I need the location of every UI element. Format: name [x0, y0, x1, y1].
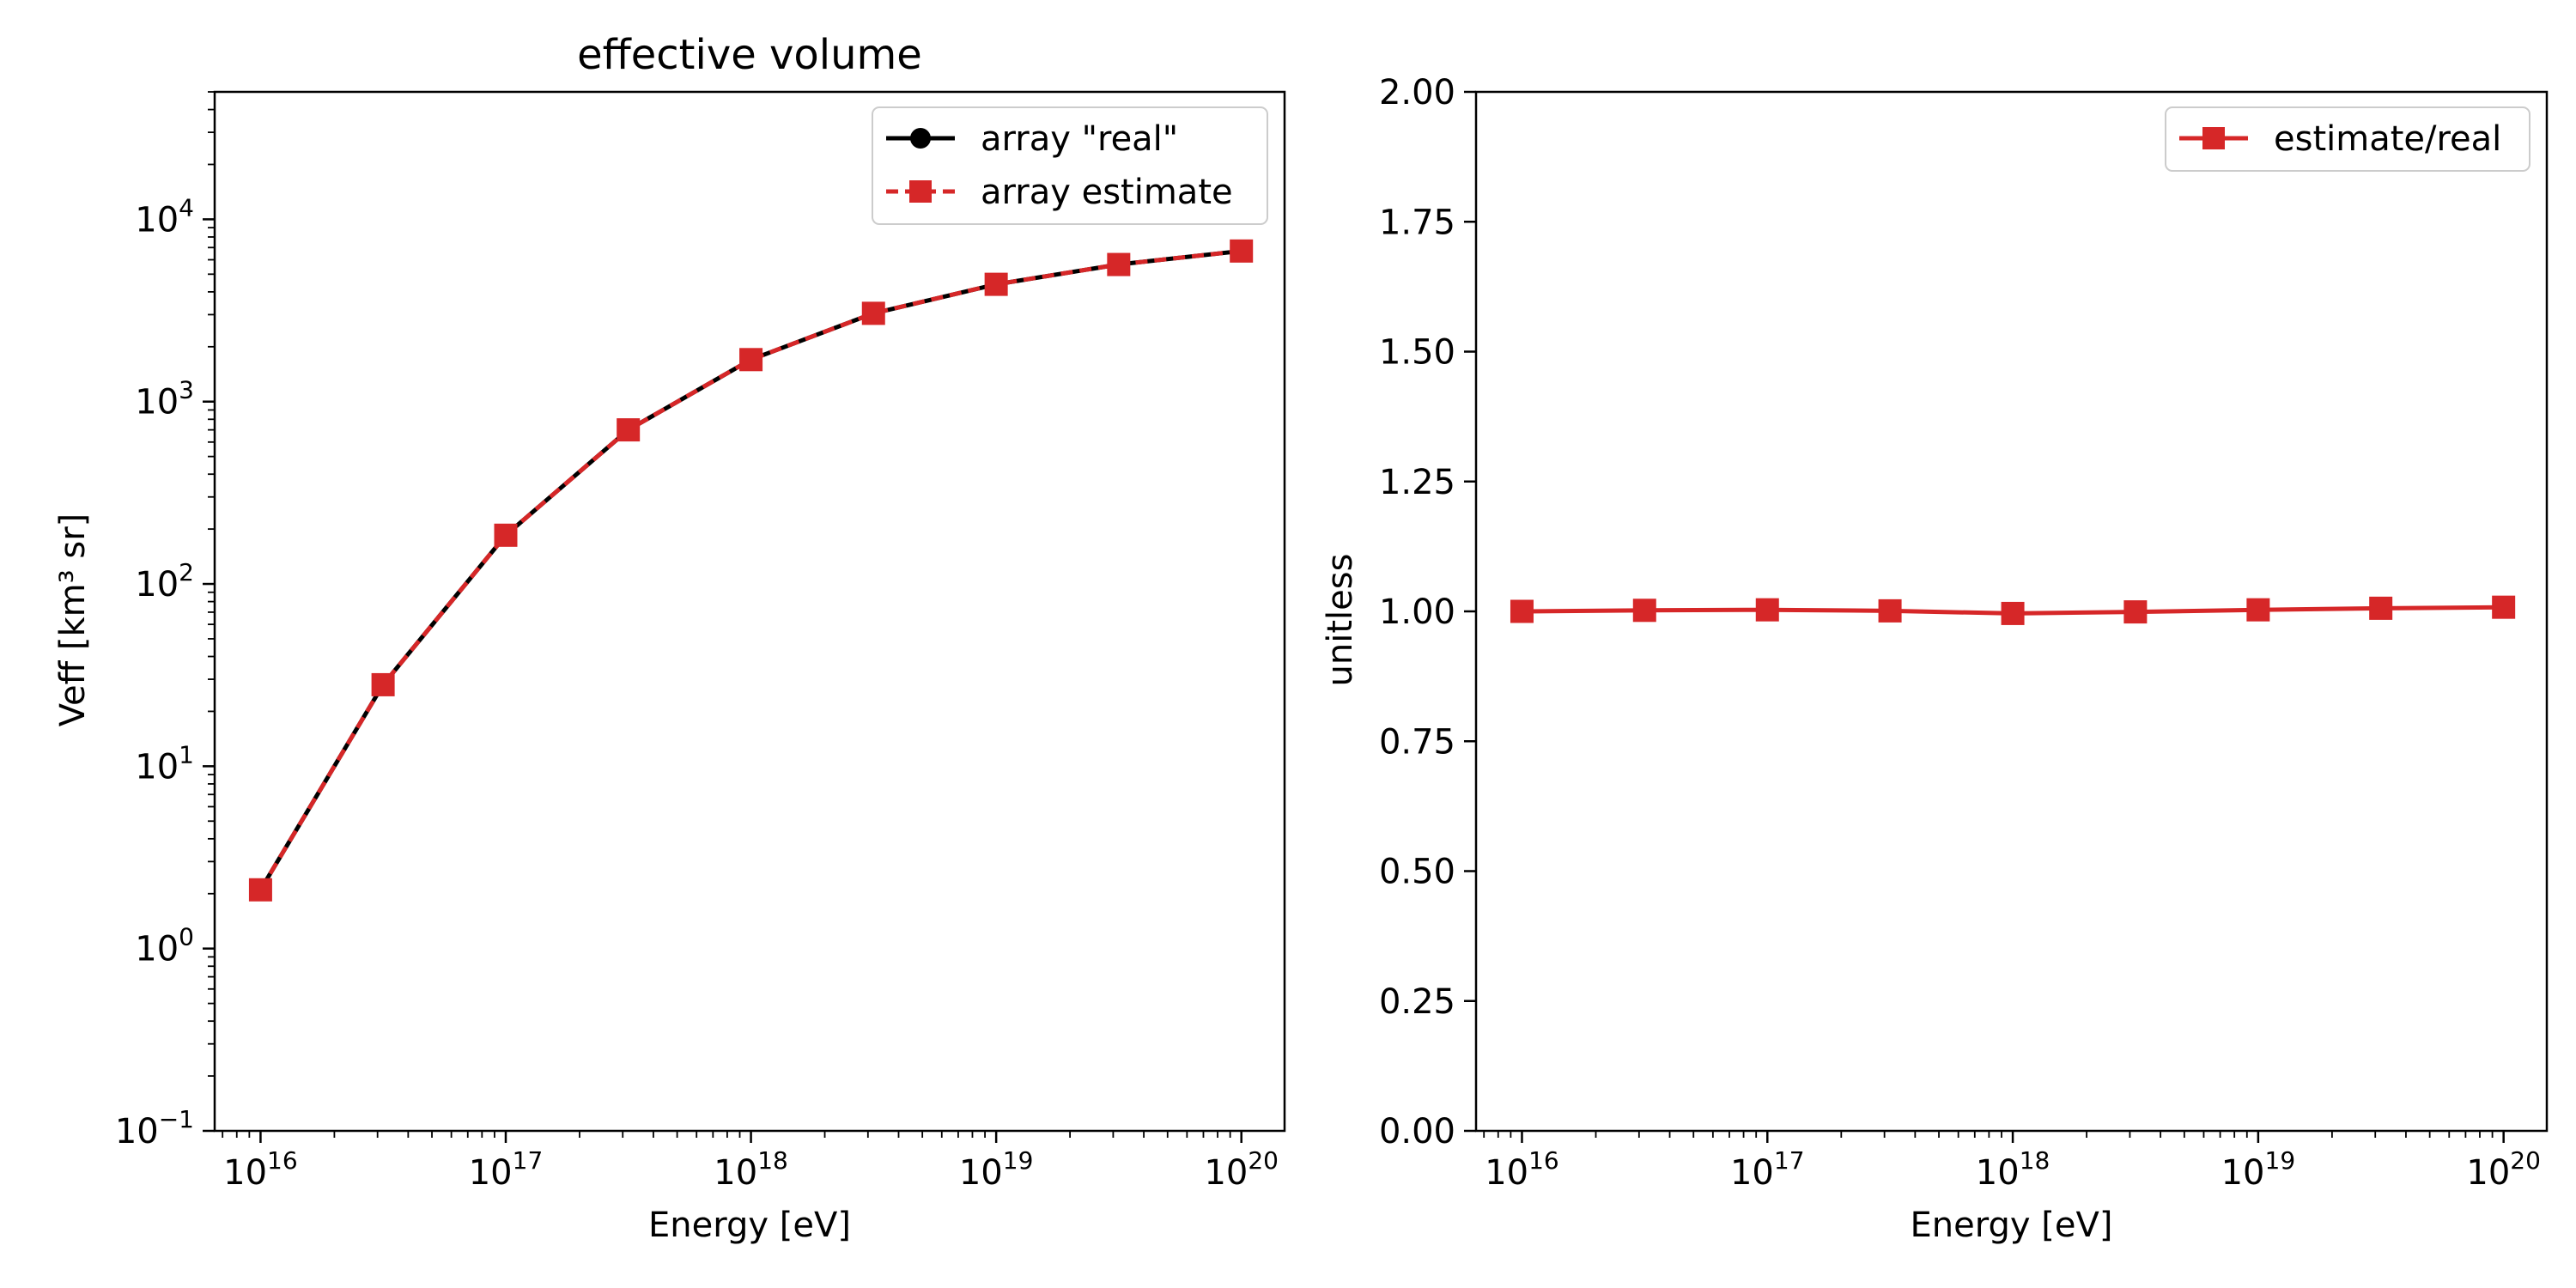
y-tick-label: 0.25: [1379, 982, 1455, 1022]
data-point: [1878, 598, 1902, 623]
y-tick-label: 100: [135, 923, 194, 969]
legend-label: estimate/real: [2274, 119, 2501, 159]
x-tick-label: 1020: [1204, 1146, 1279, 1193]
y-tick-label: 0.00: [1379, 1112, 1455, 1151]
chart-title: effective volume: [577, 31, 922, 79]
y-tick-label: 102: [135, 558, 194, 605]
y-tick-label: 0.75: [1379, 722, 1455, 762]
legend-box: [872, 106, 1268, 225]
chart-effective-volume: 1016 1017 1018 1019 1020 10−1 100 101 102 103 104 E…: [53, 31, 1286, 1245]
data-point: [248, 878, 272, 902]
x-tick-label: 1019: [2221, 1146, 2296, 1193]
x-tick-label: 1018: [1976, 1146, 2050, 1193]
data-point: [494, 523, 518, 547]
data-point: [1755, 598, 1779, 622]
y-tick-label: 2.00: [1379, 73, 1455, 112]
x-tick-label: 1020: [2466, 1146, 2541, 1193]
y-tick-label: 101: [135, 740, 194, 787]
data-point: [1230, 239, 1254, 263]
x-tick-label: 1018: [714, 1146, 788, 1193]
series-line: [258, 248, 1242, 891]
x-tick-label: 1017: [1730, 1146, 1805, 1193]
x-tick-label: 1016: [223, 1146, 298, 1193]
x-axis-title: Energy [eV]: [648, 1206, 851, 1245]
x-tick-label: 1016: [1485, 1146, 1559, 1193]
data-point: [2369, 596, 2393, 620]
legend-marker: [910, 128, 931, 149]
x-tick-label: 1019: [959, 1146, 1034, 1193]
legend: estimate/real: [2165, 106, 2530, 172]
y-tick-label: 10−1: [115, 1105, 194, 1151]
x-axis-title: Energy [eV]: [1911, 1206, 2113, 1245]
data-point: [984, 272, 1008, 296]
data-point: [2123, 600, 2148, 624]
legend-marker: [2202, 127, 2225, 149]
y-tick-label: 1.00: [1379, 592, 1455, 632]
data-point: [1632, 598, 1656, 623]
y-tick-label: 103: [135, 376, 194, 422]
data-point: [2492, 595, 2516, 619]
chart-ratio: 1016 1017 1018 1019 1020 0.00 0.25 0.50 0.75 1.00…: [1321, 73, 2549, 1245]
legend-marker: [909, 180, 932, 203]
y-tick-label: 104: [135, 193, 194, 240]
y-tick-label: 1.25: [1379, 463, 1455, 502]
data-point: [617, 418, 641, 442]
data-point: [2001, 601, 2025, 625]
legend-label: array "real": [981, 119, 1178, 159]
plot-frame: [213, 90, 1286, 1133]
legend-label: array estimate: [981, 173, 1233, 212]
x-tick-label: 1017: [469, 1146, 544, 1193]
data-point: [2246, 598, 2270, 622]
data-point: [739, 348, 763, 372]
legend: array "real" array estimate: [872, 106, 1268, 225]
data-point: [1510, 599, 1534, 623]
data-point: [861, 301, 885, 325]
y-tick-label: 1.75: [1379, 203, 1455, 242]
y-tick-label: 0.50: [1379, 853, 1455, 892]
data-point: [1107, 252, 1131, 276]
y-axis-title: unitless: [1321, 554, 1360, 687]
y-tick-label: 1.50: [1379, 333, 1455, 373]
legend-box: [2165, 106, 2530, 172]
y-axis-title: Veff [km³ sr]: [53, 513, 93, 727]
data-point: [371, 672, 395, 696]
